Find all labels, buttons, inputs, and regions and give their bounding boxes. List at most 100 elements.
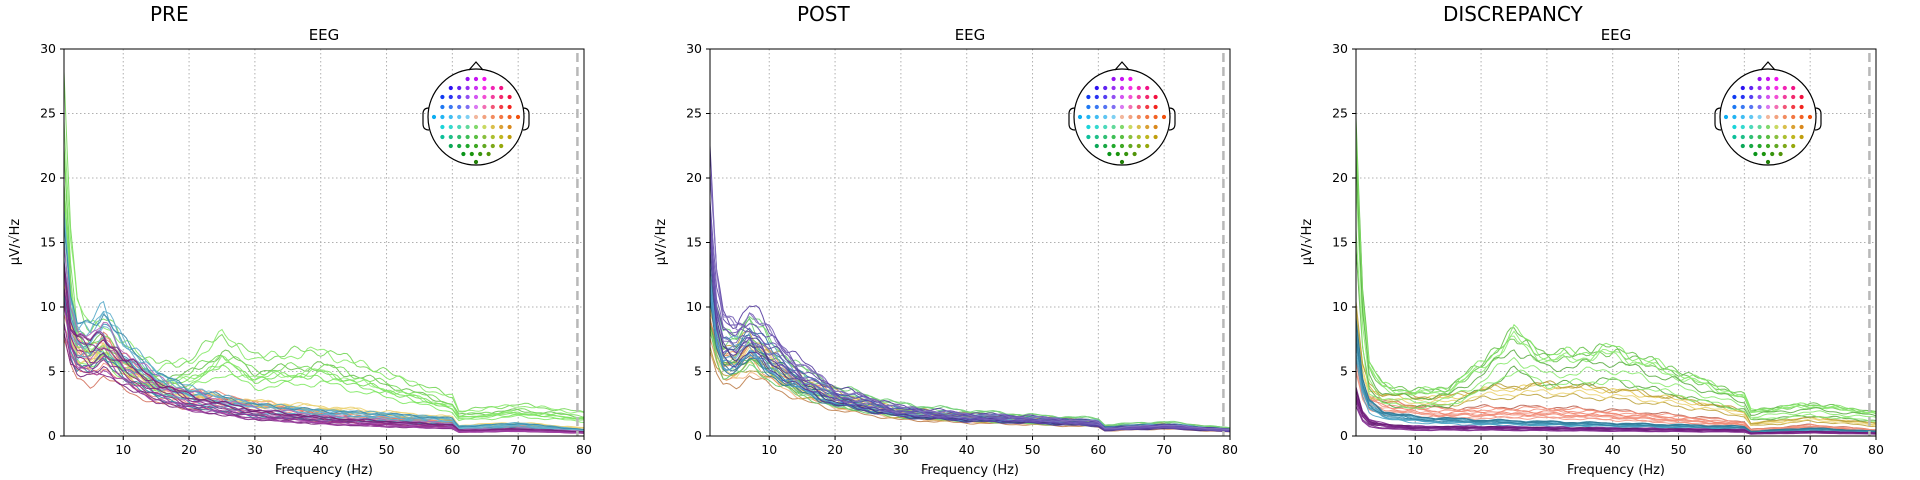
panel-post: POST EEG 10 20 30 40 50 60 70 80 0 5 10 15 20 25 30 Fr… bbox=[654, 2, 1238, 478]
sensor-dot bbox=[1740, 114, 1745, 120]
sensor-dot bbox=[1136, 143, 1141, 149]
sensor-dot bbox=[1111, 114, 1116, 120]
sensor-dot bbox=[1749, 124, 1754, 130]
sensor-dot bbox=[469, 151, 474, 157]
sensor-dot bbox=[465, 85, 470, 91]
x-tick-label: 80 bbox=[576, 442, 592, 457]
channel-line bbox=[63, 210, 585, 430]
sensor-dot bbox=[486, 151, 491, 157]
y-tick-label: 0 bbox=[48, 428, 56, 443]
channel-line bbox=[1355, 160, 1877, 415]
x-tick-label: 80 bbox=[1222, 442, 1238, 457]
channel-line bbox=[1355, 395, 1877, 434]
sensor-dot bbox=[490, 104, 495, 110]
sensor-dot bbox=[473, 124, 479, 130]
sensor-dot bbox=[1774, 85, 1779, 91]
sensor-dot bbox=[1103, 85, 1108, 91]
x-tick-label: 50 bbox=[1025, 442, 1041, 457]
sensor-dot bbox=[465, 134, 470, 140]
sensor-dot bbox=[1115, 151, 1120, 157]
channel-line bbox=[709, 258, 1231, 430]
y-tick-label: 20 bbox=[40, 170, 56, 185]
channel-line bbox=[709, 283, 1231, 431]
sensor-dot bbox=[448, 124, 453, 130]
sensor-dot bbox=[1765, 85, 1771, 91]
x-tick-label: 30 bbox=[247, 442, 263, 457]
sensor-dot bbox=[1799, 114, 1804, 120]
sensor-dot bbox=[457, 143, 462, 149]
sensor-dot bbox=[490, 143, 495, 149]
sensor-dot bbox=[1732, 124, 1737, 130]
channel-line bbox=[63, 226, 585, 431]
channel-line bbox=[1355, 337, 1876, 431]
sensor-dot bbox=[431, 114, 437, 120]
sensor-dot bbox=[1128, 134, 1133, 140]
sensor-dot bbox=[1791, 124, 1796, 130]
sensor-dot bbox=[448, 94, 453, 100]
sensor-dot bbox=[1807, 114, 1813, 120]
channel-line bbox=[63, 266, 584, 433]
x-tick-label: 60 bbox=[1090, 442, 1106, 457]
x-tick-label: 50 bbox=[1671, 442, 1687, 457]
sensor-dot bbox=[490, 134, 495, 140]
panel-title: EEG bbox=[309, 26, 340, 44]
y-tick-label: 0 bbox=[1340, 428, 1348, 443]
nose-icon bbox=[1114, 61, 1130, 71]
sensor-dot bbox=[1765, 159, 1771, 165]
sensor-dot bbox=[1732, 114, 1737, 120]
ticks: 10 20 30 40 50 60 70 80 0 5 10 15 20 25 30 bbox=[686, 41, 1238, 457]
sensor-dot bbox=[1111, 94, 1116, 100]
sensor-dot bbox=[1128, 94, 1133, 100]
y-tick-label: 10 bbox=[40, 299, 56, 314]
channel-line bbox=[709, 272, 1230, 430]
sensor-dot bbox=[1153, 124, 1158, 130]
channel-line bbox=[1355, 342, 1877, 431]
sensor-dot bbox=[507, 124, 512, 130]
sensor-dot bbox=[1153, 134, 1158, 140]
y-tick-label: 25 bbox=[40, 106, 56, 121]
sensor-dot bbox=[1103, 134, 1108, 140]
sensor-dot bbox=[1791, 114, 1796, 120]
channel-line bbox=[1355, 313, 1876, 426]
sensor-dot bbox=[473, 143, 479, 149]
sensor-dot bbox=[1757, 94, 1762, 100]
sensor-dot bbox=[448, 85, 453, 91]
sensor-dot bbox=[490, 94, 495, 100]
sensor-dot bbox=[1111, 143, 1116, 149]
channel-line bbox=[63, 211, 585, 431]
sensor-dot bbox=[1103, 104, 1108, 110]
channel-line bbox=[63, 273, 585, 433]
sensor-dot bbox=[1774, 114, 1779, 120]
sensor-dot bbox=[1153, 94, 1158, 100]
sensor-dot bbox=[490, 85, 495, 91]
sensor-dot bbox=[1799, 104, 1804, 110]
channel-line bbox=[1355, 155, 1877, 417]
sensor-dot bbox=[1119, 124, 1125, 130]
sensor-dot bbox=[507, 134, 512, 140]
psd-lines bbox=[709, 53, 1231, 436]
sensor-dot bbox=[1774, 124, 1779, 130]
sensor-dot bbox=[1757, 114, 1762, 120]
sensor-dot bbox=[1765, 114, 1771, 120]
sensor-dot bbox=[1094, 143, 1099, 149]
channel-line bbox=[63, 238, 585, 432]
y-tick-label: 15 bbox=[40, 235, 56, 250]
sensor-dot bbox=[1128, 124, 1133, 130]
sensor-dot bbox=[448, 104, 453, 110]
x-tick-label: 10 bbox=[761, 442, 777, 457]
y-tick-label: 10 bbox=[1332, 299, 1348, 314]
sensor-head-map bbox=[1068, 61, 1176, 166]
sensor-dot bbox=[482, 143, 487, 149]
y-tick-label: 15 bbox=[686, 235, 702, 250]
sensor-dot bbox=[1749, 134, 1754, 140]
sensor-dot bbox=[1086, 104, 1091, 110]
channel-line bbox=[63, 71, 585, 413]
nose-icon bbox=[1760, 61, 1776, 71]
sensor-dot bbox=[1128, 114, 1133, 120]
sensor-dot bbox=[1145, 104, 1150, 110]
sensor-dot bbox=[1740, 104, 1745, 110]
channel-line bbox=[709, 235, 1231, 430]
x-axis-label: Frequency (Hz) bbox=[921, 463, 1019, 478]
sensor-dot bbox=[457, 104, 462, 110]
panel-suptitle: POST bbox=[797, 2, 850, 26]
